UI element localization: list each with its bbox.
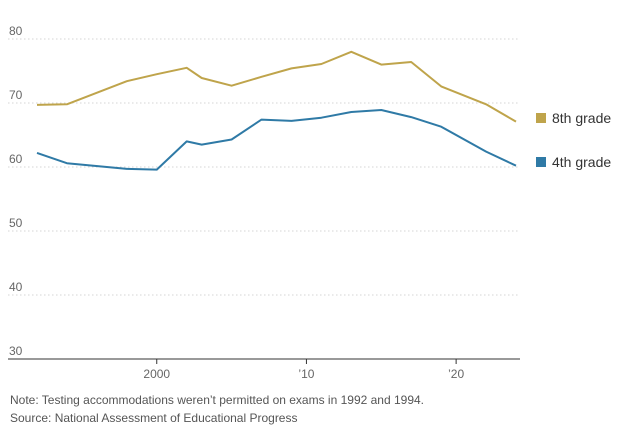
y-tick-label-30: 30 bbox=[9, 344, 23, 358]
data-point-4th-grade-2017 bbox=[410, 116, 412, 118]
data-point-4th-grade-2022 bbox=[485, 150, 487, 152]
x-tick-label-2000: 2000 bbox=[143, 367, 170, 381]
series-lines bbox=[36, 50, 517, 171]
gridlines bbox=[8, 38, 520, 296]
data-point-8th-grade-2000 bbox=[156, 73, 158, 75]
data-point-4th-grade-2011 bbox=[320, 117, 322, 119]
data-point-8th-grade-2013 bbox=[350, 51, 352, 53]
data-point-8th-grade-1994 bbox=[66, 103, 68, 105]
data-point-4th-grade-2007 bbox=[260, 118, 262, 120]
series-line-4th-grade bbox=[36, 109, 517, 171]
x-tick-label-2020: ’20 bbox=[448, 367, 464, 381]
legend-swatch-8th-grade bbox=[536, 113, 546, 123]
data-point-8th-grade-1998 bbox=[126, 80, 128, 82]
legend-label-8th-grade: 8th grade bbox=[552, 110, 611, 126]
y-tick-labels: 30 40 50 60 70 80 bbox=[9, 24, 23, 358]
data-point-8th-grade-2022 bbox=[485, 103, 487, 105]
data-point-8th-grade-2009 bbox=[290, 67, 292, 69]
data-point-4th-grade-2015 bbox=[380, 109, 382, 111]
data-point-4th-grade-1994 bbox=[66, 162, 68, 164]
chart-note: Note: Testing accommodations weren’t per… bbox=[10, 393, 425, 407]
data-point-8th-grade-2011 bbox=[320, 63, 322, 65]
data-point-4th-grade-2009 bbox=[290, 120, 292, 122]
series-line-8th-grade bbox=[36, 50, 517, 123]
x-axis: 2000 ’10 ’20 bbox=[8, 358, 520, 381]
data-point-8th-grade-2007 bbox=[260, 76, 262, 78]
data-point-4th-grade-2000 bbox=[156, 168, 158, 170]
data-point-4th-grade-1992 bbox=[36, 152, 38, 154]
y-tick-label-50: 50 bbox=[9, 216, 23, 230]
data-point-8th-grade-2019 bbox=[440, 85, 442, 87]
data-point-4th-grade-2013 bbox=[350, 111, 352, 113]
data-point-4th-grade-2005 bbox=[230, 138, 232, 140]
data-point-8th-grade-1992 bbox=[36, 104, 38, 106]
data-point-8th-grade-2003 bbox=[201, 77, 203, 79]
data-point-4th-grade-2019 bbox=[440, 126, 442, 128]
data-point-8th-grade-2002 bbox=[186, 67, 188, 69]
y-tick-label-70: 70 bbox=[9, 88, 23, 102]
legend: 8th grade 4th grade bbox=[536, 110, 611, 170]
data-point-8th-grade-2017 bbox=[410, 61, 412, 63]
y-tick-label-80: 80 bbox=[9, 24, 23, 38]
data-point-4th-grade-2002 bbox=[186, 140, 188, 142]
data-point-4th-grade-2003 bbox=[201, 143, 203, 145]
chart-source: Source: National Assessment of Education… bbox=[10, 411, 298, 425]
legend-label-4th-grade: 4th grade bbox=[552, 154, 611, 170]
data-point-4th-grade-1998 bbox=[126, 168, 128, 170]
data-point-8th-grade-2024 bbox=[515, 120, 517, 122]
data-point-8th-grade-2005 bbox=[230, 85, 232, 87]
legend-swatch-4th-grade bbox=[536, 157, 546, 167]
y-tick-label-40: 40 bbox=[9, 280, 23, 294]
y-tick-label-60: 60 bbox=[9, 152, 23, 166]
x-tick-label-2010: ’10 bbox=[298, 367, 314, 381]
data-point-4th-grade-2024 bbox=[515, 165, 517, 167]
data-point-8th-grade-2015 bbox=[380, 63, 382, 65]
